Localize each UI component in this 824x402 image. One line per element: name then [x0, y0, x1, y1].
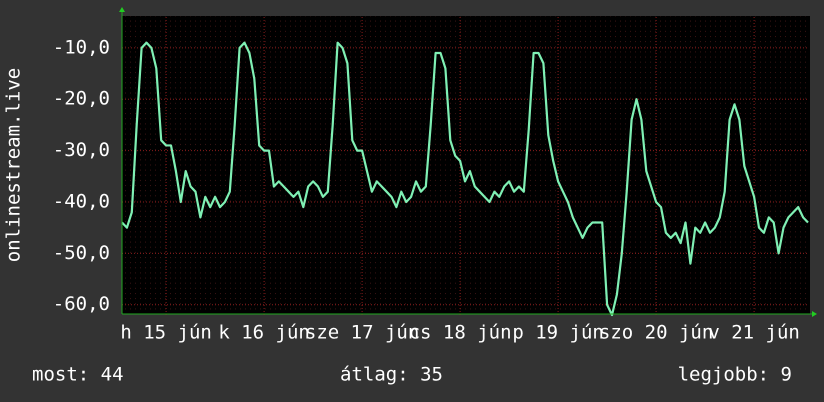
plot-texture: [122, 16, 810, 314]
y-tick-label: -10,0: [53, 36, 110, 58]
x-axis-arrow: [812, 311, 817, 317]
x-tick-label: sze 17 jún: [305, 322, 419, 344]
y-tick-label: -20,0: [53, 88, 110, 110]
y-tick-label: -50,0: [53, 242, 110, 264]
x-tick-label: p 19 jún: [512, 322, 604, 344]
stat-best: legjobb: 9: [678, 364, 792, 386]
stat-average: átlag: 35: [340, 364, 443, 386]
y-tick-label: -30,0: [53, 139, 110, 161]
x-tick-label: cs 18 jún: [409, 322, 512, 344]
x-tick-label: h 15 jún: [120, 322, 212, 344]
stat-current: most: 44: [32, 364, 124, 386]
y-tick-label: -40,0: [53, 190, 110, 212]
x-tick-label: v 21 jún: [708, 322, 800, 344]
series-line: [121, 41, 809, 317]
y-axis-title: onlinestream.live: [3, 68, 25, 262]
x-tick-label: k 16 jún: [218, 322, 310, 344]
y-tick-label: -60,0: [53, 293, 110, 315]
x-tick-label: szo 20 jún: [599, 322, 713, 344]
y-axis-arrow: [119, 7, 125, 12]
plot: [121, 41, 809, 317]
